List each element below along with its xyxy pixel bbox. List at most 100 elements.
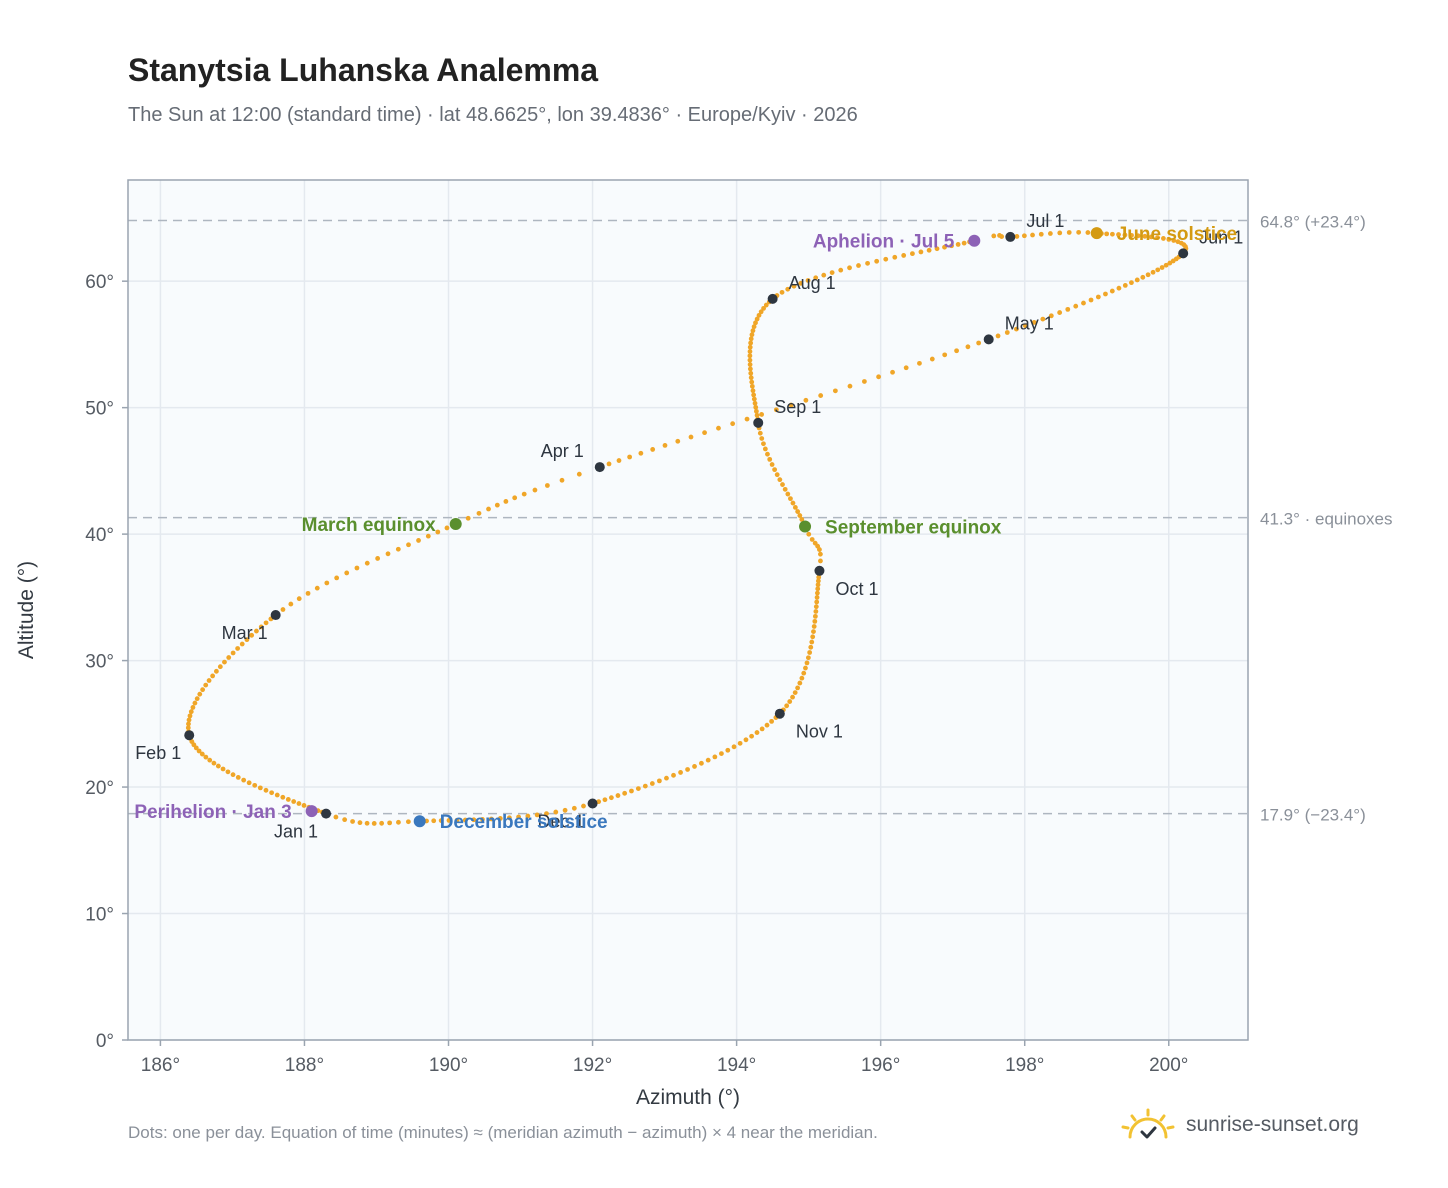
daily-dot bbox=[788, 402, 794, 408]
month-marker bbox=[774, 708, 785, 719]
daily-dot bbox=[1065, 306, 1071, 312]
daily-dot bbox=[1116, 232, 1121, 237]
daily-dot bbox=[544, 811, 549, 816]
daily-dot bbox=[207, 757, 213, 763]
daily-dot bbox=[810, 634, 816, 640]
month-marker bbox=[814, 565, 825, 576]
daily-dot bbox=[213, 668, 219, 674]
month-marker bbox=[1005, 231, 1016, 242]
daily-dot bbox=[199, 751, 205, 757]
daily-dot bbox=[553, 809, 559, 815]
daily-dot bbox=[1155, 267, 1161, 273]
daily-dot bbox=[774, 472, 780, 478]
daily-dot bbox=[955, 242, 961, 247]
event-label: September equinox bbox=[825, 518, 1002, 539]
daily-dot bbox=[635, 786, 641, 791]
daily-dot bbox=[804, 660, 810, 666]
daily-dot bbox=[1031, 319, 1037, 325]
daily-dot bbox=[965, 344, 971, 350]
daily-dot bbox=[756, 312, 762, 318]
daily-dot bbox=[801, 670, 807, 676]
daily-dot bbox=[750, 388, 756, 394]
daily-dot bbox=[688, 434, 694, 440]
x-tick-label: 200° bbox=[1149, 1055, 1188, 1076]
month-label: Jan 1 bbox=[274, 822, 318, 842]
daily-dot bbox=[220, 766, 226, 772]
daily-dot bbox=[364, 560, 370, 566]
daily-dot bbox=[1122, 282, 1128, 288]
daily-dot bbox=[416, 538, 421, 543]
daily-dot bbox=[1057, 310, 1063, 315]
brand[interactable]: sunrise-sunset.org bbox=[1120, 1100, 1359, 1150]
daily-dot bbox=[222, 659, 227, 665]
daily-dot bbox=[305, 590, 311, 596]
daily-dot bbox=[762, 446, 768, 452]
daily-dot bbox=[375, 556, 381, 561]
brand-text[interactable]: sunrise-sunset.org bbox=[1186, 1113, 1359, 1136]
x-tick-label: 198° bbox=[1005, 1055, 1044, 1076]
month-label: Jun 1 bbox=[1199, 227, 1243, 247]
daily-dot bbox=[444, 525, 450, 531]
daily-dot bbox=[627, 454, 633, 460]
daily-dot bbox=[1066, 230, 1072, 235]
daily-dot bbox=[562, 807, 568, 813]
month-marker bbox=[1178, 248, 1189, 259]
daily-dot bbox=[805, 278, 811, 283]
daily-dot bbox=[192, 700, 198, 706]
daily-dot bbox=[750, 328, 756, 334]
daily-dot bbox=[1088, 297, 1094, 303]
axis-ticks: 186° 188° 190° 192° 194° 196° 198° 200° 0° 10° 20°… bbox=[85, 272, 1188, 1076]
daily-dot bbox=[749, 379, 755, 385]
month-label: Jul 1 bbox=[1026, 211, 1064, 231]
daily-dot bbox=[861, 379, 867, 384]
x-tick-label: 196° bbox=[861, 1055, 900, 1076]
daily-dot bbox=[576, 471, 582, 477]
event-marker bbox=[1090, 227, 1103, 240]
daily-dot bbox=[814, 599, 820, 605]
daily-dot bbox=[396, 819, 401, 825]
month-markers: Jan 1 Feb 1 Mar 1 Apr 1 May 1 Jun 1 Jul 1 Aug 1… bbox=[135, 211, 1243, 842]
month-label: Mar 1 bbox=[222, 623, 268, 643]
daily-dot bbox=[406, 542, 411, 548]
daily-dot bbox=[186, 721, 191, 727]
daily-dot bbox=[829, 270, 835, 276]
daily-dot bbox=[725, 747, 731, 753]
daily-dot bbox=[246, 780, 252, 786]
daily-dot bbox=[807, 650, 813, 655]
reference-lines: 64.8° (+23.4°) 41.3° · equinoxes 17.9° (−2… bbox=[128, 212, 1393, 825]
daily-dot bbox=[761, 441, 766, 447]
daily-dot bbox=[254, 628, 259, 634]
daily-dot bbox=[949, 243, 954, 249]
daily-dot bbox=[759, 436, 765, 441]
daily-dot bbox=[1148, 234, 1154, 240]
daily-dot bbox=[813, 609, 819, 614]
daily-dot bbox=[805, 655, 811, 661]
daily-dot bbox=[769, 718, 775, 724]
daily-dot bbox=[751, 324, 757, 330]
daily-dot bbox=[773, 407, 779, 413]
daily-dot bbox=[753, 320, 758, 326]
daily-dot bbox=[749, 733, 754, 739]
daily-dot bbox=[813, 275, 819, 281]
daily-dot bbox=[257, 785, 263, 791]
daily-dot bbox=[638, 450, 644, 456]
chart-title: Stanytsia Luhanska Analemma bbox=[128, 52, 599, 88]
daily-dot bbox=[196, 748, 202, 754]
daily-dot bbox=[1129, 232, 1134, 238]
daily-dot bbox=[210, 673, 216, 679]
daily-dot bbox=[812, 618, 818, 624]
plot-frame bbox=[127, 179, 1249, 1041]
daily-dot bbox=[719, 751, 724, 757]
daily-dot bbox=[435, 529, 441, 535]
daily-dot bbox=[1057, 230, 1063, 236]
month-label: May 1 bbox=[1005, 313, 1054, 333]
daily-dot bbox=[942, 352, 948, 358]
daily-dot bbox=[296, 596, 302, 602]
daily-dot bbox=[883, 256, 889, 262]
daily-dot bbox=[211, 760, 217, 766]
y-tick-label: 20° bbox=[85, 778, 114, 799]
daily-dot bbox=[263, 620, 269, 626]
reference-line-label: 17.9° (−23.4°) bbox=[1260, 806, 1366, 825]
month-label: Dec 1 bbox=[538, 812, 585, 832]
